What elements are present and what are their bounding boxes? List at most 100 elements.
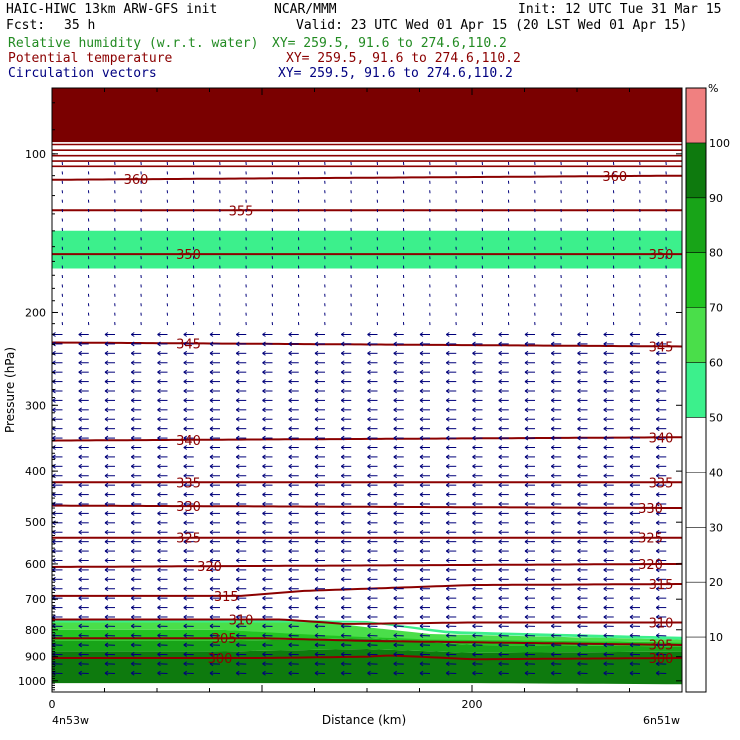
wind-vector-head [498, 445, 503, 450]
header-fcst-value: 35 h [64, 18, 96, 33]
wind-vector-head [104, 529, 109, 535]
wind-vector-head [104, 567, 109, 573]
wind-vector-head [340, 520, 345, 526]
wind-vector-head [655, 435, 660, 441]
theta-contour-320 [52, 562, 682, 568]
wind-vector-head [262, 548, 266, 554]
wind-vector-head [603, 388, 608, 394]
wind-vector-head [235, 332, 240, 337]
wind-vector-head [655, 416, 660, 422]
wind-vector-head [183, 360, 188, 366]
wind-vector-head [603, 341, 608, 347]
wind-vector-head [288, 350, 293, 356]
wind-vector-head [524, 332, 529, 337]
wind-vector-head [104, 595, 109, 601]
wind-vector-head [235, 576, 240, 582]
wind-vector-head [419, 529, 424, 535]
wind-vector-head [209, 576, 214, 582]
wind-vector-head [472, 642, 476, 648]
theta-label-315: 315 [214, 590, 239, 605]
wind-vector-head [577, 510, 581, 516]
wind-vector-head [104, 558, 109, 563]
wind-vector-head [524, 605, 529, 610]
wind-vector-head [629, 369, 634, 375]
wind-vector-head [655, 614, 660, 620]
wind-vector-head [157, 332, 161, 337]
wind-vector-head [577, 397, 581, 403]
wind-vector-head [262, 407, 266, 413]
wind-vector-head [550, 332, 555, 337]
wind-vector-head [655, 576, 660, 582]
wind-vector-head [445, 501, 450, 507]
colorbar-segment [686, 252, 706, 308]
wind-vector-head [550, 501, 555, 507]
wind-vector-head [445, 520, 450, 526]
wind-vector-head [78, 529, 83, 535]
wind-vector-head [104, 576, 109, 582]
wind-vector-head [524, 539, 529, 545]
wind-vector-head [340, 388, 345, 394]
wind-vector-head [314, 360, 319, 366]
wind-vector-head [419, 595, 424, 601]
colorbar-segment [686, 362, 706, 418]
wind-vector-head [419, 369, 424, 375]
wind-vector-head [498, 379, 503, 384]
wind-vector-head [629, 416, 634, 422]
wind-vector-head [550, 539, 555, 545]
wind-vector-head [314, 576, 319, 582]
y-tick-label: 800 [25, 624, 46, 637]
wind-vector-head [550, 379, 555, 384]
wind-vector-head [655, 407, 660, 413]
wind-vector-head [157, 614, 161, 620]
wind-vector-head [340, 492, 345, 497]
wind-vector-head [157, 360, 161, 366]
wind-vector-head [472, 501, 476, 507]
wind-vector-head [655, 586, 660, 592]
wind-vector-head [157, 558, 161, 563]
theta-label-340: 340 [176, 434, 201, 449]
wind-vector-head [340, 548, 345, 554]
wind-vector-head [550, 670, 555, 676]
wind-vector-head [183, 332, 188, 337]
wind-vector-head [550, 492, 555, 497]
wind-vector-head [288, 407, 293, 413]
wind-vector-head [209, 454, 214, 460]
wind-vector-head [472, 567, 476, 573]
wind-vector-head [393, 651, 398, 657]
wind-vector-head [262, 426, 266, 432]
x-tick-label: 200 [462, 698, 483, 711]
wind-vector-head [235, 651, 240, 657]
field-vectors-xy: XY= 259.5, 91.6 to 274.6,110.2 [278, 66, 513, 81]
wind-vector-head [209, 407, 214, 413]
wind-vector-head [498, 332, 503, 337]
wind-vector-head [367, 492, 371, 497]
wind-vector-head [524, 586, 529, 592]
wind-vector-head [655, 473, 660, 479]
wind-vector-head [235, 633, 240, 638]
wind-vector-head [472, 332, 476, 337]
wind-vector-head [288, 416, 293, 422]
wind-vector-head [157, 454, 161, 460]
wind-vector-head [524, 595, 529, 601]
wind-vector-head [577, 642, 581, 648]
wind-vector-head [367, 426, 371, 432]
wind-vector-head [314, 520, 319, 526]
wind-vector-head [209, 605, 214, 610]
wind-vector-head [104, 623, 109, 629]
wind-vector-head [78, 350, 83, 356]
wind-vector-head [393, 576, 398, 582]
wind-vector-head [78, 435, 83, 441]
wind-vector-head [288, 661, 293, 667]
wind-vector-head [183, 407, 188, 413]
wind-vector-head [104, 397, 109, 403]
wind-vector-head [445, 529, 450, 535]
wind-vector-head [78, 379, 83, 384]
x-axis-title: Distance (km) [322, 713, 406, 727]
rh-band-6 [52, 230, 682, 269]
wind-vector-head [498, 407, 503, 413]
wind-vector-head [577, 567, 581, 573]
wind-vector-head [130, 454, 135, 460]
wind-vector-head [157, 586, 161, 592]
wind-vector-head [367, 633, 371, 638]
